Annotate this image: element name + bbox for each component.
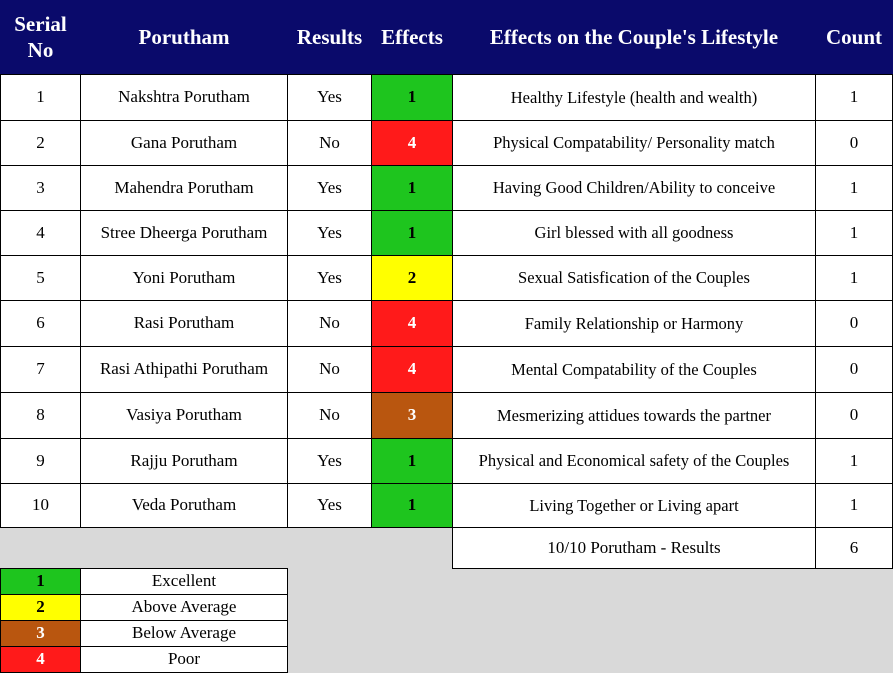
result-cell: Yes	[287, 165, 372, 211]
header-cell: Count	[815, 0, 893, 75]
lifestyle-cell: Family Relationship or Harmony	[452, 300, 816, 347]
effect-cell: 1	[371, 165, 453, 211]
result-cell: Yes	[287, 255, 372, 301]
header-cell: Effects	[371, 0, 453, 75]
lifestyle-cell: Living Together or Living apart	[452, 483, 816, 528]
count-cell: 0	[815, 346, 893, 393]
serial-cell: 6	[0, 300, 81, 347]
serial-cell: 8	[0, 392, 81, 439]
effect-cell: 1	[371, 483, 453, 528]
effect-cell: 2	[371, 255, 453, 301]
legend-value: 4	[0, 646, 81, 673]
lifestyle-cell: Mesmerizing attidues towards the partner	[452, 392, 816, 439]
header-cell: Results	[287, 0, 372, 75]
legend-label: Above Average	[80, 594, 288, 621]
serial-cell: 9	[0, 438, 81, 484]
porutham-cell: Gana Porutham	[80, 120, 288, 166]
header-cell: Effects on the Couple's Lifestyle	[452, 0, 816, 75]
result-cell: Yes	[287, 210, 372, 256]
legend-label: Excellent	[80, 568, 288, 595]
count-cell: 1	[815, 74, 893, 121]
porutham-cell: Rasi Athipathi Porutham	[80, 346, 288, 393]
porutham-cell: Yoni Porutham	[80, 255, 288, 301]
legend-value: 3	[0, 620, 81, 647]
count-cell: 1	[815, 210, 893, 256]
serial-cell: 1	[0, 74, 81, 121]
lifestyle-cell: Having Good Children/Ability to conceive	[452, 165, 816, 211]
total-label: 10/10 Porutham - Results	[452, 527, 816, 569]
porutham-cell: Rasi Porutham	[80, 300, 288, 347]
count-cell: 0	[815, 300, 893, 347]
legend-value: 2	[0, 594, 81, 621]
header-cell: Serial No	[0, 0, 81, 75]
result-cell: No	[287, 120, 372, 166]
porutham-cell: Mahendra Porutham	[80, 165, 288, 211]
legend-label: Below Average	[80, 620, 288, 647]
count-cell: 0	[815, 120, 893, 166]
result-cell: No	[287, 300, 372, 347]
legend-value: 1	[0, 568, 81, 595]
effect-cell: 1	[371, 74, 453, 121]
effect-cell: 4	[371, 346, 453, 393]
lifestyle-cell: Sexual Satisfication of the Couples	[452, 255, 816, 301]
legend-label: Poor	[80, 646, 288, 673]
count-cell: 1	[815, 255, 893, 301]
lifestyle-cell: Girl blessed with all goodness	[452, 210, 816, 256]
serial-cell: 5	[0, 255, 81, 301]
porutham-cell: Veda Porutham	[80, 483, 288, 528]
serial-cell: 4	[0, 210, 81, 256]
effect-cell: 3	[371, 392, 453, 439]
lifestyle-cell: Healthy Lifestyle (health and wealth)	[452, 74, 816, 121]
effect-cell: 1	[371, 210, 453, 256]
count-cell: 1	[815, 483, 893, 528]
count-cell: 1	[815, 438, 893, 484]
lifestyle-cell: Mental Compatability of the Couples	[452, 346, 816, 393]
serial-cell: 7	[0, 346, 81, 393]
total-count: 6	[815, 527, 893, 569]
lifestyle-cell: Physical and Economical safety of the Co…	[452, 438, 816, 484]
result-cell: Yes	[287, 74, 372, 121]
lifestyle-cell: Physical Compatability/ Personality matc…	[452, 120, 816, 166]
header-cell: Porutham	[80, 0, 288, 75]
serial-cell: 3	[0, 165, 81, 211]
result-cell: No	[287, 346, 372, 393]
porutham-cell: Vasiya Porutham	[80, 392, 288, 439]
effect-cell: 4	[371, 300, 453, 347]
porutham-cell: Nakshtra Porutham	[80, 74, 288, 121]
result-cell: Yes	[287, 483, 372, 528]
porutham-cell: Rajju Porutham	[80, 438, 288, 484]
serial-cell: 10	[0, 483, 81, 528]
effect-cell: 1	[371, 438, 453, 484]
effect-cell: 4	[371, 120, 453, 166]
serial-cell: 2	[0, 120, 81, 166]
count-cell: 1	[815, 165, 893, 211]
result-cell: No	[287, 392, 372, 439]
count-cell: 0	[815, 392, 893, 439]
porutham-cell: Stree Dheerga Porutham	[80, 210, 288, 256]
result-cell: Yes	[287, 438, 372, 484]
